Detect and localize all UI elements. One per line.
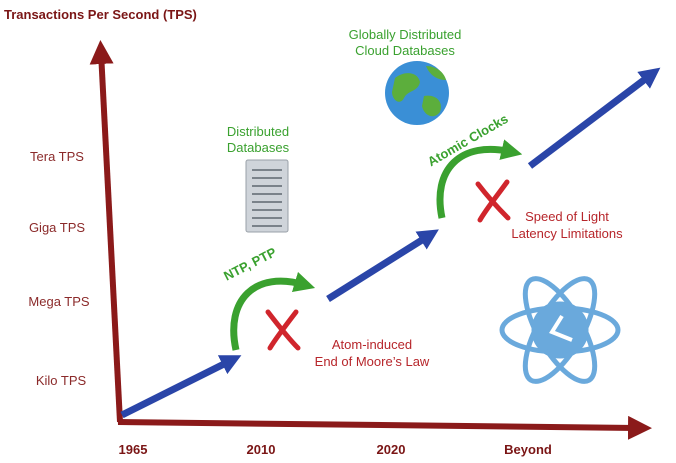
limit-mark (265, 179, 511, 351)
y-axis-title: Transactions Per Second (TPS) (4, 7, 197, 22)
y-label: Giga TPS (29, 220, 85, 235)
x-label: Beyond (504, 442, 552, 457)
annotation: NTP, PTP (221, 244, 279, 283)
annotation: End of Moore’s Law (315, 354, 430, 369)
annotation: Databases (227, 140, 290, 155)
annotation: Speed of Light (525, 209, 609, 224)
y-axis (89, 40, 123, 423)
x-label: 1965 (119, 442, 148, 457)
annotation: Distributed (227, 124, 289, 139)
growth-arrow (326, 229, 439, 302)
workaround-arc (230, 271, 316, 351)
atom-clock-icon (499, 276, 621, 384)
y-label: Mega TPS (28, 294, 90, 309)
growth-arrow (120, 355, 242, 419)
y-label: Tera TPS (30, 149, 84, 164)
annotation: Cloud Databases (355, 43, 455, 58)
growth-arrow (527, 67, 661, 169)
annotation: Atomic Clocks (425, 111, 511, 169)
x-label: 2020 (377, 442, 406, 457)
annotation: Globally Distributed (349, 27, 462, 42)
workaround-arc (436, 139, 523, 219)
y-label: Kilo TPS (36, 373, 87, 388)
server-icon (245, 159, 289, 233)
x-label: 2010 (247, 442, 276, 457)
annotation: Atom-induced (332, 337, 412, 352)
globe-icon (385, 61, 449, 125)
annotation: Latency Limitations (511, 226, 623, 241)
x-axis (117, 415, 652, 440)
